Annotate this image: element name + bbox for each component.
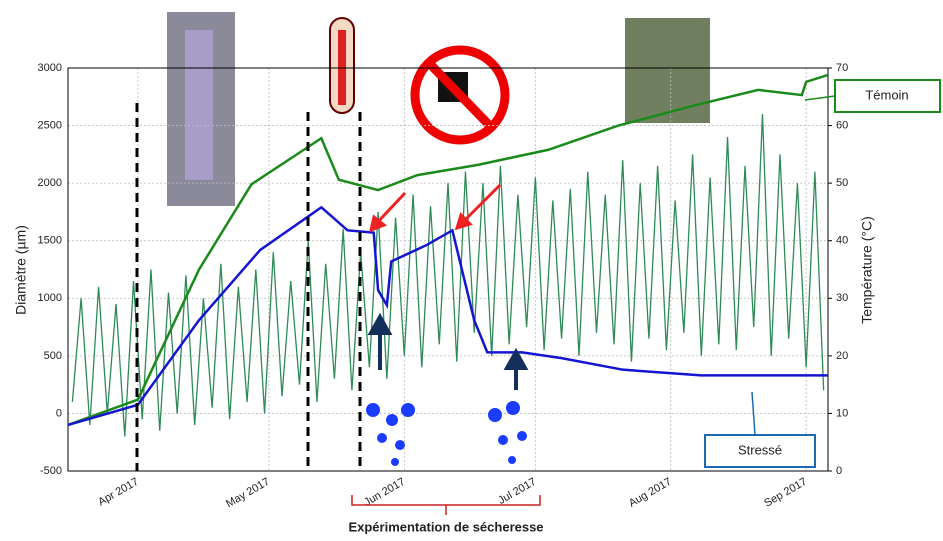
stresse-box xyxy=(704,434,816,468)
y2-tick-label: 20 xyxy=(836,350,848,362)
bracket xyxy=(351,495,541,515)
x-tick-label: May 2017 xyxy=(224,476,272,511)
stresse-label: Stressé xyxy=(738,442,782,457)
plant-photo xyxy=(625,18,710,123)
event-lines xyxy=(135,103,362,471)
y-tick-label: 0 xyxy=(56,407,62,419)
temoin-box xyxy=(834,79,941,113)
x-tick-label: Jul 2017 xyxy=(496,476,538,507)
annotation: Expérimentation de sécheresse xyxy=(348,519,543,534)
temperature-line xyxy=(71,114,825,437)
y-tick-label: 1500 xyxy=(38,235,62,247)
x-tick-label: Sep 2017 xyxy=(762,476,809,510)
y2-tick-label: 10 xyxy=(836,407,848,419)
thermometer-icon xyxy=(329,17,355,114)
y-axis-label: Diamètre (µm) xyxy=(13,225,29,315)
y2-tick-label: 0 xyxy=(836,465,842,477)
y-tick-label: -500 xyxy=(40,465,62,477)
no-water-icon xyxy=(410,45,510,145)
y-tick-label: 3000 xyxy=(38,62,62,74)
y2-axis-label: Température (°C) xyxy=(859,216,875,324)
stresse-pointer xyxy=(751,391,756,436)
plot-frame xyxy=(67,67,829,472)
y-tick-label: 2000 xyxy=(38,177,62,189)
temoin-label: Témoin xyxy=(865,87,908,102)
lavender-flower xyxy=(185,30,213,180)
x-tick-label: Jun 2017 xyxy=(362,476,407,509)
blue-arrows xyxy=(367,312,529,390)
diameter-line xyxy=(67,205,828,427)
diameter-line xyxy=(67,73,829,427)
y-tick-label: 500 xyxy=(44,350,62,362)
red-arrows xyxy=(368,183,502,233)
y2-tick-label: 60 xyxy=(836,119,848,131)
y2-tick-label: 50 xyxy=(836,177,848,189)
temoin-pointer xyxy=(804,95,836,101)
x-tick-label: Apr 2017 xyxy=(96,476,141,509)
y2-tick-label: 30 xyxy=(836,292,848,304)
y2-tick-label: 70 xyxy=(836,62,848,74)
y2-tick-label: 40 xyxy=(836,235,848,247)
y-tick-label: 2500 xyxy=(38,119,62,131)
x-tick-label: Aug 2017 xyxy=(627,476,674,510)
water-drops xyxy=(366,401,527,466)
y-tick-label: 1000 xyxy=(38,292,62,304)
